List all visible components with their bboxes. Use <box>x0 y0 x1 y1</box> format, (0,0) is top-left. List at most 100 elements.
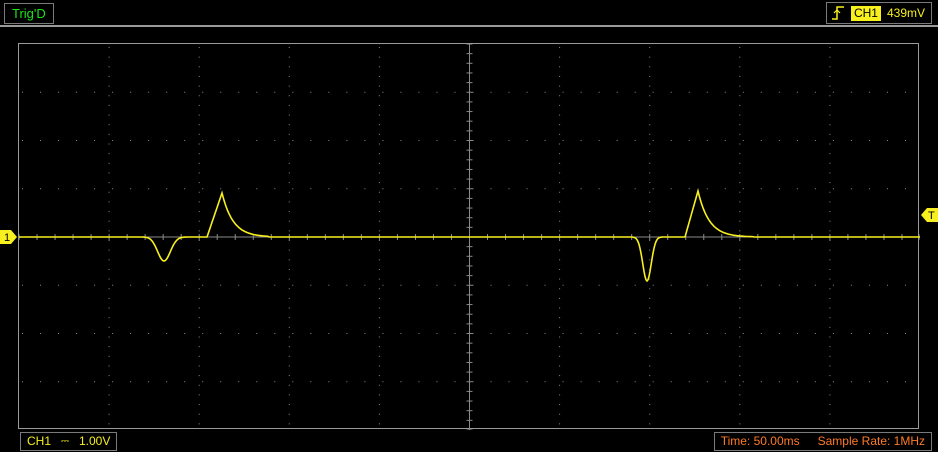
grid-dot <box>739 355 741 357</box>
grid-dot <box>108 394 110 396</box>
grid-dot <box>274 381 276 383</box>
grid-dot <box>829 268 831 270</box>
dc-coupling-icon: ⎓ <box>61 436 69 447</box>
waveform-display[interactable] <box>18 43 920 430</box>
grid-dot <box>829 413 831 415</box>
grid-dot <box>256 91 258 93</box>
grid-dot <box>238 188 240 190</box>
grid-dot <box>288 133 290 135</box>
grid-dot <box>198 240 200 241</box>
grid-dot <box>739 249 741 251</box>
grid-dot <box>454 284 456 286</box>
grid-dot <box>288 230 290 232</box>
grid-dot <box>198 384 200 386</box>
grid-dot <box>778 333 780 334</box>
grid-dot <box>649 394 651 396</box>
grid-dot <box>598 333 600 334</box>
grid-dot <box>850 333 852 334</box>
grid-dot <box>742 140 744 141</box>
grid-dot <box>634 188 636 190</box>
trigger-marker-label: T <box>928 210 935 222</box>
trigger-source-badge: CH1 <box>850 5 881 21</box>
grid-dot <box>378 326 380 328</box>
grid-dot <box>886 381 888 383</box>
grid-dot <box>256 140 258 141</box>
grid-dot <box>559 153 561 155</box>
grid-dot <box>400 381 402 383</box>
grid-dot <box>108 133 110 135</box>
grid-dot <box>649 162 651 164</box>
grid-dot <box>649 336 651 338</box>
grid-dot <box>108 249 110 251</box>
grid-dot <box>829 133 831 135</box>
grid-dot <box>40 284 42 286</box>
grid-dot <box>292 188 294 190</box>
grid-dot <box>559 394 561 396</box>
channel-1-ground-marker[interactable]: 1 <box>0 229 18 245</box>
grid-dot <box>778 381 780 383</box>
grid-dot <box>58 284 60 286</box>
grid-dot <box>829 85 831 87</box>
grid-dot <box>649 278 651 280</box>
grid-dot <box>868 188 870 190</box>
grid-dot <box>166 140 168 141</box>
grid-dot <box>850 140 852 141</box>
grid-dot <box>814 140 816 141</box>
grid-dot <box>108 268 110 270</box>
grid-dot <box>378 143 380 145</box>
grid-dot <box>288 211 290 213</box>
grid-dot <box>739 162 741 164</box>
channel-1-scale-panel[interactable]: CH1 ⎓ 1.00V <box>20 432 118 451</box>
grid-dot <box>562 188 564 190</box>
grid-dot <box>829 104 831 106</box>
grid-dot <box>868 284 870 286</box>
grid-dot <box>378 336 380 338</box>
grid-dot <box>130 140 132 141</box>
grid-dot <box>649 365 651 367</box>
grid-dot <box>148 284 150 286</box>
grid-dot <box>108 201 110 203</box>
grid-dot <box>220 140 222 141</box>
grid-dot <box>436 188 438 190</box>
grid-dot <box>706 381 708 383</box>
trigger-info-panel[interactable]: CH1 439mV <box>825 2 932 24</box>
timebase-panel[interactable]: Time: 50.00ms Sample Rate: 1MHz <box>713 432 932 451</box>
grid-dot <box>108 153 110 155</box>
grid-dot <box>108 413 110 415</box>
grid-dot <box>724 381 726 383</box>
grid-dot <box>580 284 582 286</box>
grid-dot <box>112 333 114 334</box>
grid-dot <box>288 404 290 406</box>
grid-dot <box>346 333 348 334</box>
grid-dot <box>778 284 780 286</box>
grid-dot <box>166 381 168 383</box>
channel-1-name: CH1 <box>27 434 52 448</box>
grid-dot <box>288 375 290 377</box>
grid-dot <box>706 333 708 334</box>
grid-dot <box>108 288 110 290</box>
grid-dot <box>40 381 42 383</box>
grid-dot <box>58 333 60 334</box>
grid-dot <box>508 333 510 334</box>
grid-dot <box>328 381 330 383</box>
grid-dot <box>829 249 831 251</box>
trigger-level-marker[interactable]: T <box>920 207 938 223</box>
grid-dot <box>490 91 492 93</box>
grid-dot <box>739 47 741 48</box>
grid-dot <box>559 355 561 357</box>
grid-dot <box>378 172 380 174</box>
grid-dot <box>649 317 651 319</box>
grid-dot <box>649 133 651 135</box>
grid-dot <box>634 333 636 334</box>
grid-dot <box>382 284 384 286</box>
grid-dot <box>198 297 200 299</box>
grid-dot <box>739 182 741 184</box>
grid-dot <box>649 56 651 58</box>
grid-dot <box>256 284 258 286</box>
grid-dot <box>688 188 690 190</box>
grid-dot <box>814 333 816 334</box>
grid-dot <box>22 381 23 383</box>
grid-dot <box>58 140 60 141</box>
trigger-level-value: 439mV <box>886 6 925 20</box>
grid-dot <box>829 114 831 116</box>
